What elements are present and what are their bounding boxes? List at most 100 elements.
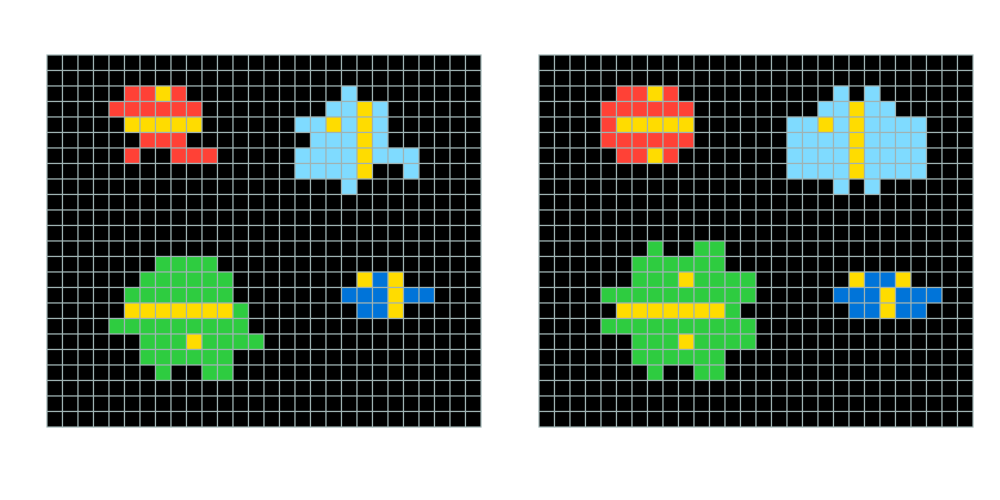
cell	[92, 100, 110, 118]
cell	[538, 224, 556, 242]
cell	[801, 162, 819, 180]
cell	[894, 348, 912, 366]
cell	[956, 85, 974, 103]
cell	[263, 116, 281, 134]
cell	[123, 410, 141, 428]
cell	[294, 271, 312, 289]
cell	[832, 395, 850, 413]
cell	[863, 317, 881, 335]
cell	[92, 209, 110, 227]
cell	[646, 379, 664, 397]
cell	[216, 395, 234, 413]
cell	[46, 85, 64, 103]
cell	[677, 69, 695, 87]
cell	[77, 162, 95, 180]
cell	[677, 379, 695, 397]
cell	[108, 131, 126, 149]
cell	[154, 302, 172, 320]
cell	[294, 410, 312, 428]
cell	[770, 193, 788, 211]
cell	[584, 348, 602, 366]
cell	[216, 302, 234, 320]
cell	[263, 271, 281, 289]
cell	[538, 317, 556, 335]
cell	[879, 178, 897, 196]
cell	[387, 286, 405, 304]
cell	[92, 410, 110, 428]
cell	[418, 240, 436, 258]
cell	[538, 178, 556, 196]
cell	[770, 54, 788, 72]
cell	[863, 410, 881, 428]
cell	[631, 100, 649, 118]
cell	[418, 364, 436, 382]
cell	[910, 69, 928, 87]
cell	[356, 333, 374, 351]
cell	[863, 302, 881, 320]
cell	[340, 302, 358, 320]
cell	[724, 302, 742, 320]
cell	[941, 54, 959, 72]
cell	[216, 116, 234, 134]
cell	[170, 178, 188, 196]
cell	[615, 131, 633, 149]
cell	[662, 162, 680, 180]
cell	[910, 193, 928, 211]
cell	[894, 333, 912, 351]
cell	[677, 100, 695, 118]
cell	[786, 240, 804, 258]
cell	[201, 54, 219, 72]
cell	[646, 317, 664, 335]
cell	[724, 379, 742, 397]
cell	[646, 209, 664, 227]
cell	[247, 209, 265, 227]
cell	[770, 395, 788, 413]
cell	[569, 271, 587, 289]
cell	[631, 302, 649, 320]
cell	[216, 410, 234, 428]
cell	[418, 209, 436, 227]
cell	[770, 379, 788, 397]
cell	[801, 147, 819, 165]
cell	[910, 271, 928, 289]
cell	[185, 54, 203, 72]
cell	[263, 240, 281, 258]
cell	[879, 240, 897, 258]
cell	[832, 271, 850, 289]
cell	[325, 178, 343, 196]
cell	[387, 348, 405, 366]
cell	[925, 147, 943, 165]
cell	[123, 224, 141, 242]
cell	[817, 302, 835, 320]
cell	[879, 131, 897, 149]
cell	[61, 54, 79, 72]
cell	[77, 224, 95, 242]
cell	[139, 302, 157, 320]
cell	[232, 286, 250, 304]
cell	[46, 178, 64, 196]
cell	[755, 100, 773, 118]
cell	[600, 302, 618, 320]
cell	[92, 333, 110, 351]
cell	[77, 85, 95, 103]
cell	[340, 271, 358, 289]
cell	[170, 224, 188, 242]
cell	[449, 395, 467, 413]
cell	[77, 255, 95, 273]
cell	[294, 178, 312, 196]
cell	[418, 69, 436, 87]
cell	[879, 302, 897, 320]
cell	[786, 162, 804, 180]
cell	[154, 364, 172, 382]
cell	[340, 240, 358, 258]
cell	[677, 224, 695, 242]
cell	[786, 348, 804, 366]
cell	[418, 317, 436, 335]
cell	[708, 54, 726, 72]
cell	[879, 364, 897, 382]
cell	[755, 147, 773, 165]
cell	[910, 178, 928, 196]
cell	[801, 69, 819, 87]
cell	[817, 69, 835, 87]
cell	[941, 271, 959, 289]
